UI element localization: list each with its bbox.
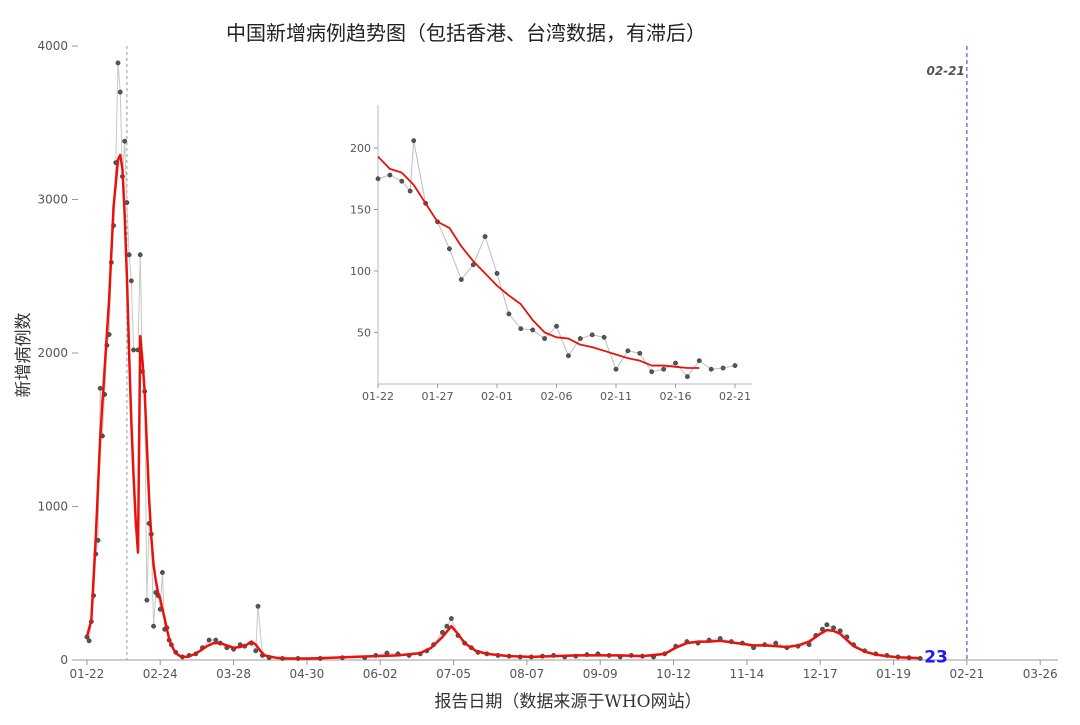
inset-data-point [542,336,547,341]
inset-data-point [446,246,452,252]
chart-title: 中国新增病例趋势图（包括香港、台湾数据，有滞后） [226,21,706,45]
inset-data-point [470,262,476,268]
data-point [824,622,830,628]
data-point [448,616,454,621]
inset-data-point [637,350,643,356]
inset-x-axis-ticks: 01-22 01-27 02-01 02-06 02-11 02-16 02-21 [362,384,751,403]
inset-x-tick-label: 01-27 [422,390,454,403]
data-point [117,89,123,95]
smoothed-trend-line [85,153,921,660]
inset-data-point [375,176,381,182]
inset-y-tick-label: 150 [350,203,371,216]
data-point [126,252,132,258]
inset-smoothed-trend-line [377,155,700,369]
data-point [137,252,143,258]
main-plot: 0 1000 2000 3000 4000 01-22 02-24 03-28 04-30 06… [37,39,1058,681]
inset-y-tick-label: 50 [357,326,371,339]
inset-x-tick-label: 02-06 [541,390,573,403]
x-tick-label: 06-02 [363,667,398,681]
inset-x-tick-label: 02-11 [600,390,632,403]
y-axis-ticks: 0 1000 2000 3000 4000 [37,39,78,667]
inset-data-point [720,365,726,371]
inset-data-point [696,358,702,364]
data-point [253,648,259,654]
inset-data-point [399,178,405,184]
inset-data-point [732,363,738,368]
data-point [444,623,450,629]
inset-y-axis-ticks: 50 100 150 200 [350,142,378,339]
x-axis-ticks: 01-22 02-24 03-28 04-30 06-02 07-05 08-07 09-09… [69,660,1058,681]
data-point [160,570,165,575]
y-tick-label: 1000 [37,500,68,514]
inset-data-point [518,326,524,332]
inset-data-point [613,366,619,372]
inset-x-tick-label: 02-16 [660,390,692,403]
y-tick-label: 4000 [37,39,68,53]
inset-data-point [482,234,488,239]
x-tick-label: 08-07 [509,667,544,681]
inset-data-point [530,327,536,333]
x-tick-label: 07-05 [436,667,471,681]
inset-data-point [407,188,413,194]
latest-value-label: 23 [924,647,948,667]
data-point [151,623,156,629]
inset-plot: 50 100 150 200 01-22 01-27 02-01 02-06 02-11 02-… [350,105,752,403]
x-tick-label: 10-12 [656,667,691,681]
inset-data-point [661,366,666,372]
data-point [144,597,150,603]
y-tick-label: 0 [60,653,68,667]
data-point [206,637,212,643]
y-tick-label: 2000 [37,346,68,360]
inset-data-point [589,332,595,338]
x-tick-label: 12-17 [803,667,838,681]
x-tick-label: 09-09 [583,667,618,681]
inset-x-tick-label: 02-01 [481,390,513,403]
data-point [115,60,121,66]
inset-data-point [673,360,678,366]
x-tick-label: 03-28 [216,667,251,681]
inset-data-point [458,277,464,282]
inset-data-point [708,366,714,372]
y-axis-title: 新增病例数 [14,313,34,398]
inset-x-tick-label: 02-21 [719,390,751,403]
inset-data-point [554,323,559,329]
inset-data-point [494,270,500,276]
data-point [255,603,261,609]
data-point [97,385,103,391]
x-tick-label: 02-24 [143,667,178,681]
x-tick-label: 03-26 [1023,667,1058,681]
data-point [86,638,92,644]
data-point [122,138,128,144]
inset-y-tick-label: 100 [350,265,371,278]
inset-data-point [387,172,393,178]
data-point [131,347,136,353]
inset-data-point [577,336,583,341]
data-point [831,625,836,631]
inset-data-point [411,138,417,144]
current-date-label: 02-21 [926,64,964,78]
x-tick-label: 11-14 [729,667,764,681]
inset-data-point [601,334,607,340]
x-tick-label: 02-21 [949,667,984,681]
data-point [213,637,219,643]
inset-data-point [506,311,512,317]
data-point [128,278,134,284]
data-point [773,640,779,646]
inset-data-point [685,374,690,380]
inset-x-tick-label: 01-22 [362,390,394,403]
inset-data-point [566,353,571,359]
y-tick-label: 3000 [37,193,68,207]
x-axis-title: 报告日期（数据来源于WHO网站） [434,692,701,712]
inset-y-tick-label: 200 [350,142,371,155]
inset-raw-data-points [375,138,738,380]
x-tick-label: 01-22 [69,667,104,681]
x-tick-label: 04-30 [289,667,324,681]
x-tick-label: 01-19 [876,667,911,681]
inset-data-point [625,348,631,354]
inset-data-point [649,369,655,375]
